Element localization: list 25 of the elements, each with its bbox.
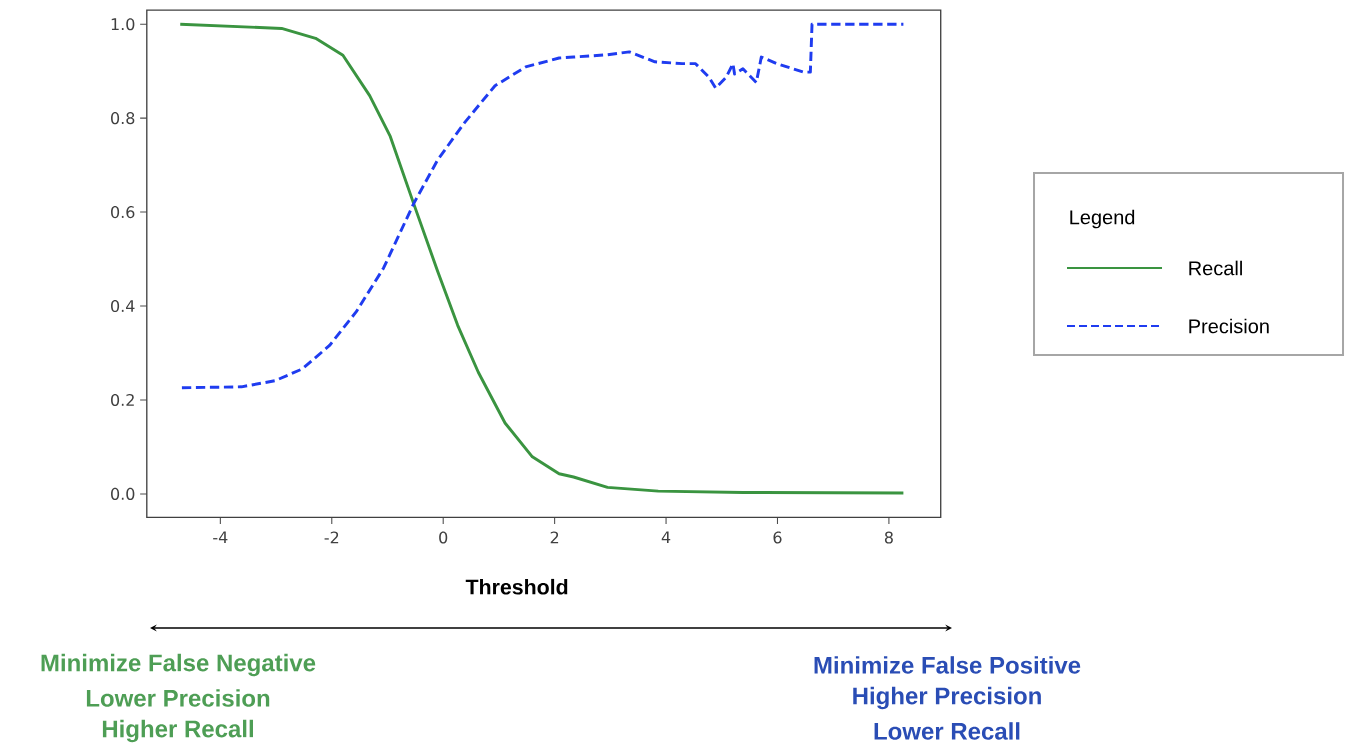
text: Lower Recall [874, 722, 1020, 740]
y-tick-label: 0.0 [111, 487, 135, 500]
line-series [180, 22, 905, 390]
y-tick-label: 0.4 [111, 299, 135, 313]
legend-label: Recall [1189, 260, 1242, 276]
text: Minimize False Negative [41, 653, 316, 677]
x-tick-label: 8 [884, 531, 893, 544]
x-tick-label: 0 [439, 531, 448, 544]
text: Minimize False Positive [814, 656, 1081, 674]
x-tick-label: 6 [773, 531, 782, 544]
x-tick-label: 2 [550, 531, 559, 544]
y-tick-label: 0.6 [111, 206, 135, 219]
text: Higher Recall [102, 719, 253, 743]
legend-title: Legend [1070, 209, 1135, 229]
x-tick-label: -4 [213, 531, 228, 544]
legend-label: Precision [1189, 318, 1269, 334]
x-axis-title: Threshold [465, 578, 568, 595]
text: Lower Precision [86, 689, 270, 707]
y-tick-label: 1.0 [111, 18, 135, 31]
text: Higher Precision [853, 686, 1041, 710]
x-tick-label: -2 [324, 531, 339, 544]
x-tick-label: 4 [661, 531, 671, 544]
y-tick-label: 0.8 [111, 112, 135, 125]
line-series [178, 22, 905, 495]
y-tick-label: 0.2 [111, 393, 134, 407]
